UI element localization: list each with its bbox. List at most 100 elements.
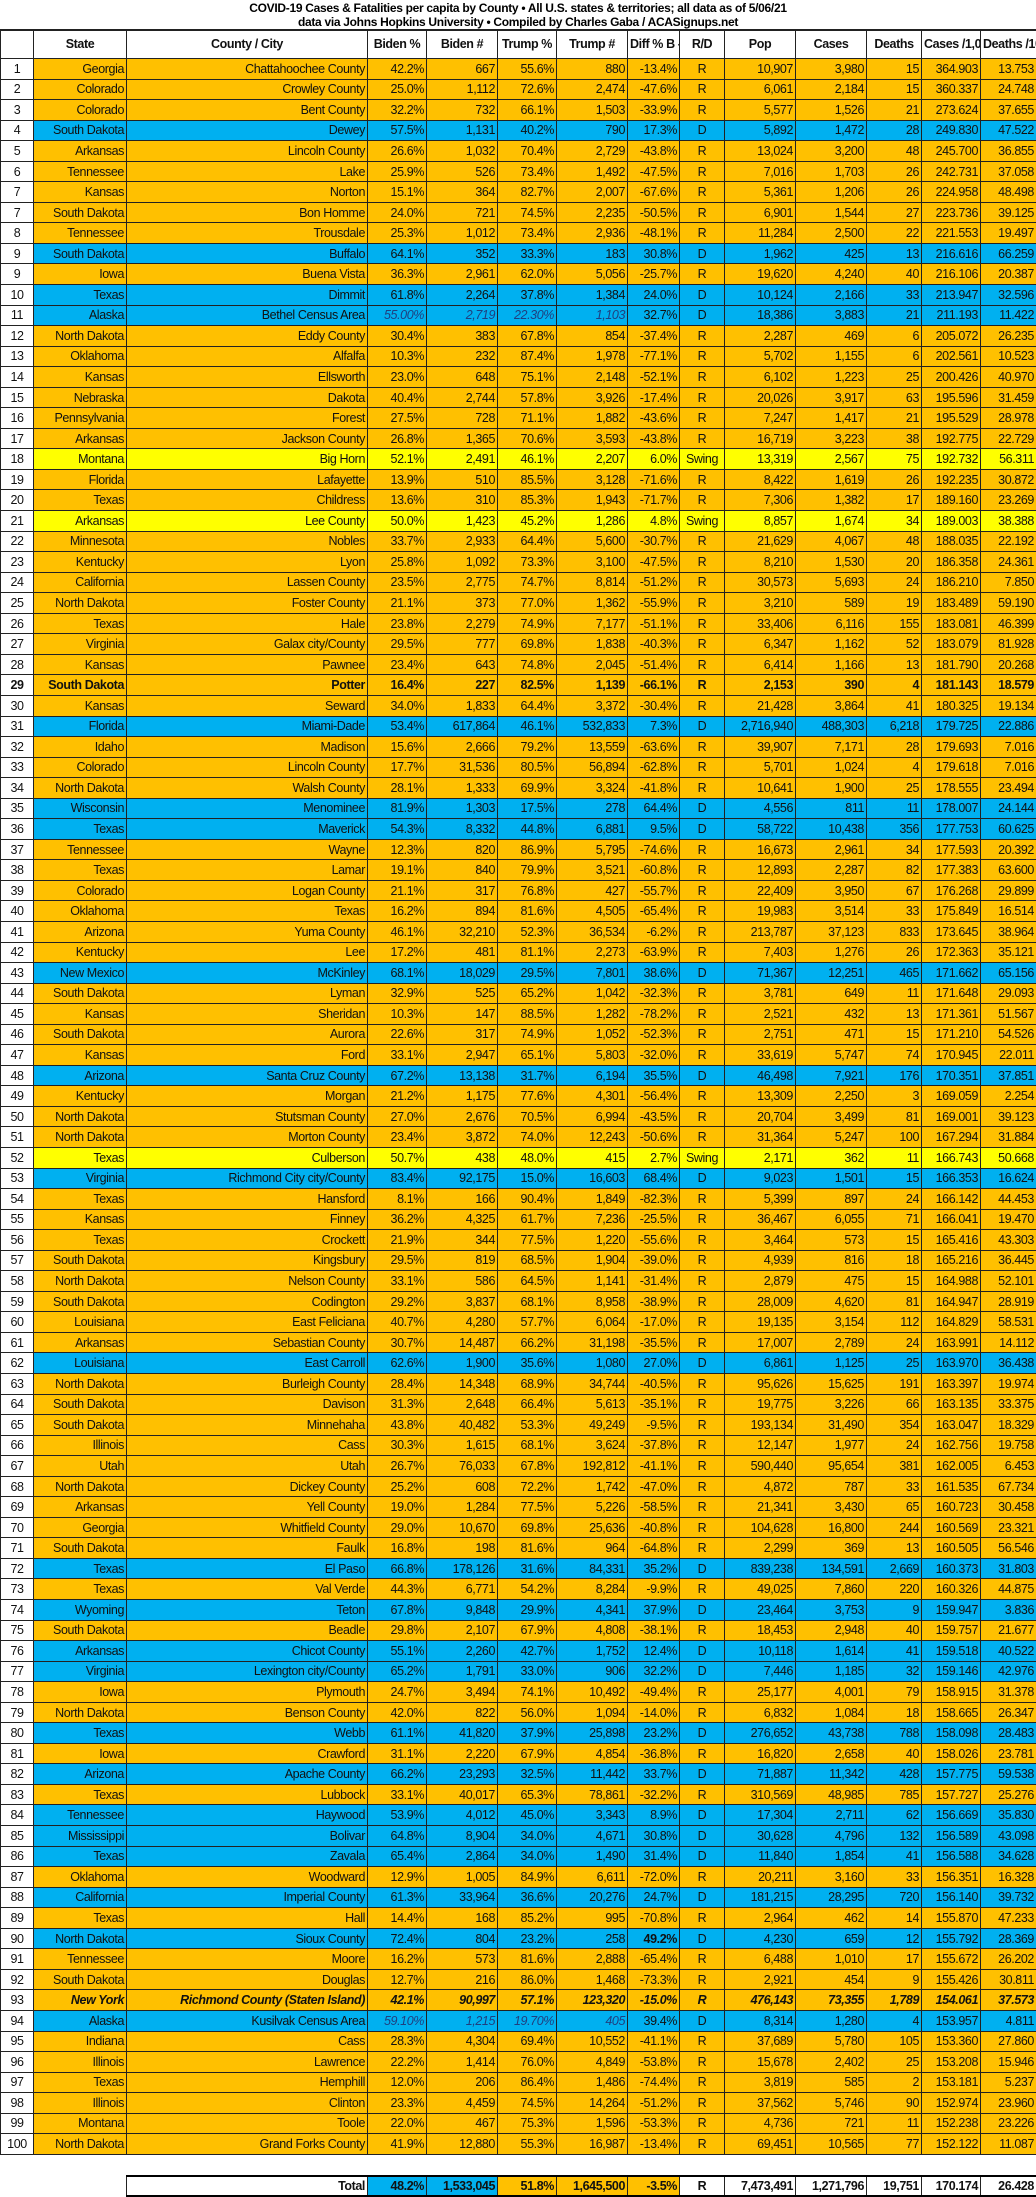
cell-deaths-per-10000: 36.445 [981,1250,1036,1271]
cell-rank: 17 [1,428,34,449]
cell-pop: 590,440 [725,1456,796,1477]
cell-biden-pct: 31.3% [368,1394,427,1415]
cell-rank: 60 [1,1312,34,1333]
cell-cases-per-1000: 166.743 [922,1147,981,1168]
cell-biden-num: 1,900 [427,1353,498,1374]
cell-rank: 4 [1,120,34,141]
cell-county: Lexington city/County [127,1661,368,1682]
cell-cases-per-1000: 159.518 [922,1641,981,1662]
cell-pop: 30,573 [725,572,796,593]
cell-state: Texas [34,1189,127,1210]
cell-trump-num: 14,264 [557,2093,628,2114]
cell-county: Logan County [127,880,368,901]
cell-county: Toole [127,2113,368,2134]
cell-trump-num: 405 [557,2010,628,2031]
cell-deaths-per-10000: 42.976 [981,1661,1036,1682]
cell-rank: 66 [1,1435,34,1456]
cell-trump-pct: 66.2% [498,1332,557,1353]
cell-county: Eddy County [127,326,368,347]
cell-cases: 3,753 [796,1600,867,1621]
cell-county: Lubbock [127,1784,368,1805]
cell-trump-num: 4,505 [557,901,628,922]
cell-rd: Swing [680,449,725,470]
cell-deaths: 11 [867,1147,922,1168]
cell-biden-pct: 29.8% [368,1620,427,1641]
cell-rd: R [680,1682,725,1703]
cell-trump-pct: 82.5% [498,675,557,696]
cell-deaths-per-10000: 63.600 [981,860,1036,881]
cell-trump-pct: 35.6% [498,1353,557,1374]
cell-deaths: 191 [867,1374,922,1395]
cell-cases-per-1000: 179.693 [922,737,981,758]
cell-state: South Dakota [34,1538,127,1559]
cell-pop: 13,309 [725,1086,796,1107]
cell-cases-per-1000: 173.645 [922,921,981,942]
cell-trump-pct: 31.6% [498,1558,557,1579]
cell-deaths-per-10000: 48.498 [981,182,1036,203]
total-trump-num: 1,645,500 [557,2176,628,2196]
cell-county: Plymouth [127,1682,368,1703]
cell-deaths: 13 [867,1538,922,1559]
cell-trump-pct: 42.7% [498,1641,557,1662]
cell-cases-per-1000: 172.363 [922,942,981,963]
cell-diff-pct: 68.4% [628,1168,680,1189]
cell-deaths-per-10000: 46.399 [981,613,1036,634]
cell-rank: 38 [1,860,34,881]
cell-deaths: 155 [867,613,922,634]
cell-state: Iowa [34,1743,127,1764]
cell-deaths-per-10000: 7.016 [981,757,1036,778]
cell-state: Georgia [34,59,127,80]
cell-pop: 476,143 [725,1990,796,2011]
cell-biden-pct: 72.4% [368,1928,427,1949]
cell-county: Burleigh County [127,1374,368,1395]
cell-state: Minnesota [34,531,127,552]
cell-cases-per-1000: 192.775 [922,428,981,449]
cell-state: Indiana [34,2031,127,2052]
cell-biden-num: 4,304 [427,2031,498,2052]
cell-biden-pct: 31.1% [368,1743,427,1764]
cell-trump-pct: 64.4% [498,531,557,552]
cell-rank: 95 [1,2031,34,2052]
cell-trump-pct: 77.5% [498,1230,557,1251]
cell-cases: 462 [796,1908,867,1929]
cell-cases-per-1000: 189.003 [922,511,981,532]
cell-deaths-per-10000: 52.101 [981,1271,1036,1292]
cell-cases: 1,674 [796,511,867,532]
cell-rank: 57 [1,1250,34,1271]
cell-pop: 2,964 [725,1908,796,1929]
cell-county: Aurora [127,1024,368,1045]
cell-trump-num: 13,559 [557,737,628,758]
cell-pop: 2,879 [725,1271,796,1292]
cell-rank: 39 [1,880,34,901]
cell-rank: 27 [1,634,34,655]
cell-biden-pct: 55.00% [368,305,427,326]
cell-cases: 1,276 [796,942,867,963]
cell-trump-num: 20,276 [557,1887,628,1908]
cell-trump-num: 258 [557,1928,628,1949]
cell-cases: 3,883 [796,305,867,326]
cell-biden-num: 2,947 [427,1045,498,1066]
cell-pop: 2,299 [725,1538,796,1559]
cell-cases: 3,223 [796,428,867,449]
cell-trump-num: 1,882 [557,408,628,429]
cell-trump-pct: 36.6% [498,1887,557,1908]
cell-pop: 71,367 [725,963,796,984]
cell-deaths-per-10000: 36.438 [981,1353,1036,1374]
cell-pop: 2,716,940 [725,716,796,737]
cell-diff-pct: -40.8% [628,1517,680,1538]
cell-deaths-per-10000: 23.321 [981,1517,1036,1538]
cell-biden-num: 14,348 [427,1374,498,1395]
cell-pop: 5,892 [725,120,796,141]
cell-diff-pct: 39.4% [628,2010,680,2031]
cell-state: North Dakota [34,1928,127,1949]
cell-trump-pct: 45.0% [498,1805,557,1826]
cell-biden-num: 2,676 [427,1106,498,1127]
cell-cases: 1,223 [796,367,867,388]
header-deaths-per-10000: Deaths /10,000 [981,31,1036,59]
cell-county: Sebastian County [127,1332,368,1353]
cell-rank: 99 [1,2113,34,2134]
cell-rd: R [680,1004,725,1025]
